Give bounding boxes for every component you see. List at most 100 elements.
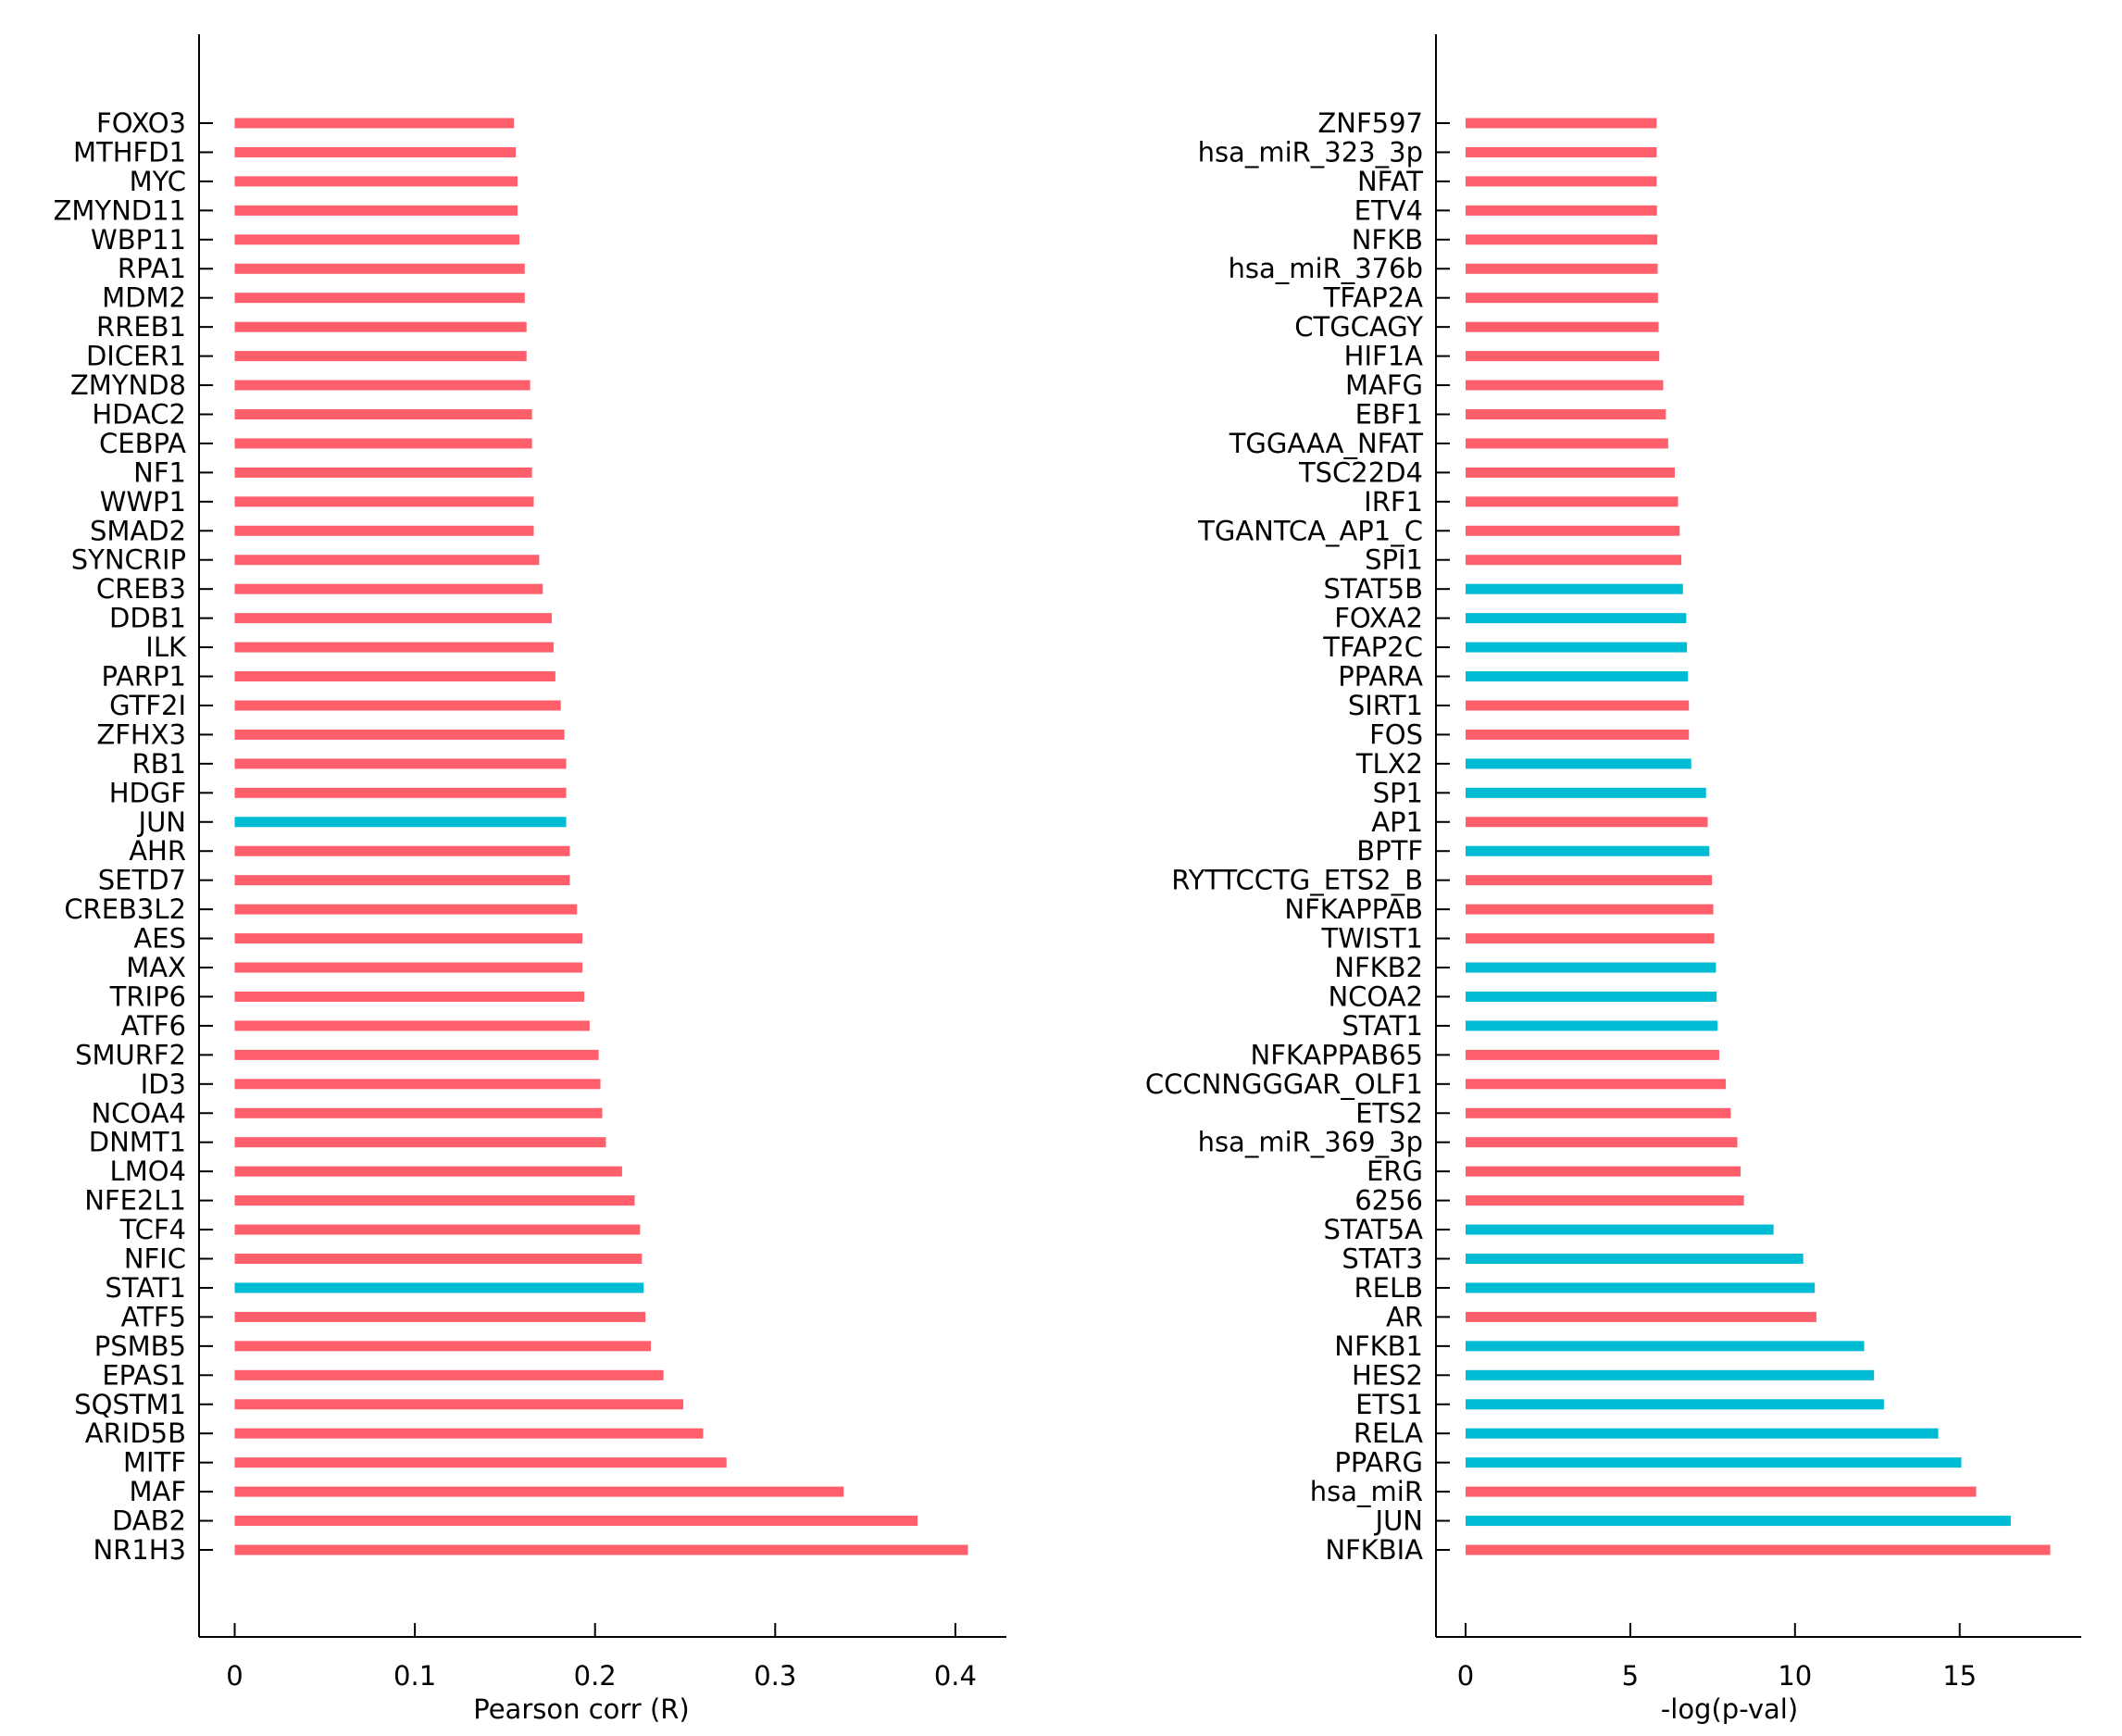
category-label: NFAT (1357, 166, 1423, 197)
bar (234, 1282, 644, 1293)
bar (234, 904, 578, 915)
category-label: STAT1 (105, 1272, 186, 1304)
x-ticks: 0 0.1 0.2 0.3 0.4 (226, 1623, 977, 1692)
bar (234, 817, 567, 828)
bar (234, 438, 532, 449)
bar (234, 583, 543, 594)
bar (234, 380, 530, 391)
category-label: TRIP6 (109, 980, 186, 1012)
bar (1466, 875, 1713, 886)
bar (1466, 321, 1659, 332)
category-label: MTHFD1 (73, 136, 186, 168)
category-label: FOXO3 (96, 107, 186, 139)
bar (1466, 1341, 1865, 1352)
bar (234, 1399, 684, 1410)
bar (234, 845, 570, 856)
category-label: HES2 (1352, 1359, 1423, 1391)
category-label: GTF2I (109, 690, 186, 721)
category-label: ATF5 (121, 1301, 186, 1332)
category-label: SMURF2 (75, 1039, 186, 1070)
panel-pearson-corr: FOXO3MTHFD1MYCZMYND11WBP11RPA1MDM2RREB1D… (53, 34, 1006, 1725)
category-label: CREB3 (96, 573, 186, 605)
category-label: TFAP2A (1323, 282, 1424, 314)
category-label: PSMB5 (94, 1330, 186, 1362)
x-axis-title: Pearson corr (R) (473, 1693, 689, 1725)
bar (1466, 555, 1682, 566)
category-label: NFKAPPAB65 (1251, 1039, 1423, 1070)
category-label: NCOA4 (91, 1097, 186, 1129)
category-label: ETS2 (1355, 1097, 1423, 1129)
bar (1466, 351, 1660, 362)
bar (234, 1311, 646, 1322)
category-label: CCCNNGGGAR_OLF1 (1145, 1068, 1423, 1100)
category-label: ZNF597 (1317, 107, 1423, 139)
x-tick-label: 0 (226, 1660, 243, 1692)
bar (1466, 904, 1714, 915)
x-tick-label: 0.3 (754, 1660, 796, 1692)
bar (1466, 1486, 1977, 1497)
category-label: MITF (123, 1447, 186, 1479)
bar (234, 729, 565, 740)
category-label: ATF6 (121, 1010, 186, 1042)
category-label: SETD7 (98, 865, 186, 896)
bar (234, 1457, 727, 1468)
bar (1466, 1049, 1719, 1060)
bar (1466, 496, 1679, 507)
category-label: RPA1 (118, 253, 186, 284)
category-label: IRF1 (1364, 486, 1423, 518)
category-label: STAT5B (1323, 573, 1423, 605)
category-label: AHR (129, 835, 186, 867)
category-label: CEBPA (99, 428, 186, 459)
category-label: TSC22D4 (1298, 456, 1423, 488)
bar (234, 1486, 844, 1497)
bar (234, 671, 555, 682)
category-label: hsa_miR_369_3p (1198, 1127, 1423, 1158)
bar (1466, 1282, 1816, 1293)
x-tick-label: 15 (1942, 1660, 1977, 1692)
category-label: RREB1 (96, 311, 186, 343)
bar (234, 758, 567, 769)
x-tick-label: 0.1 (393, 1660, 436, 1692)
bar (1466, 467, 1675, 478)
bar (1466, 613, 1687, 624)
category-label: NFKBIA (1325, 1534, 1423, 1566)
bar (234, 991, 585, 1002)
bar (234, 1195, 635, 1206)
bar (1466, 671, 1689, 682)
category-label: CREB3L2 (64, 893, 186, 925)
category-label: JUN (137, 806, 186, 838)
x-tick-label: 5 (1622, 1660, 1639, 1692)
category-label: NF1 (133, 456, 186, 488)
category-label: NR1H3 (93, 1534, 186, 1566)
bar (1466, 176, 1657, 187)
bar (234, 1369, 664, 1380)
category-label: NFKB1 (1334, 1330, 1423, 1362)
bar (234, 933, 583, 944)
bar (1466, 700, 1690, 711)
bar (1466, 1020, 1718, 1031)
category-label: PPARA (1338, 661, 1423, 693)
bar (234, 176, 518, 187)
bar (1466, 1107, 1731, 1118)
category-label: TCF4 (119, 1214, 186, 1245)
bar (234, 408, 532, 419)
bar (234, 205, 518, 216)
bar (1466, 758, 1691, 769)
bar (234, 555, 540, 566)
category-label: TFAP2C (1322, 631, 1423, 663)
x-tick-label: 0 (1457, 1660, 1474, 1692)
bar (1466, 118, 1657, 129)
panel-neg-log-pval: ZNF597hsa_miR_323_3pNFATETV4NFKBhsa_miR_… (1145, 34, 2081, 1725)
category-labels: ZNF597hsa_miR_323_3pNFATETV4NFKBhsa_miR_… (1145, 107, 1450, 1566)
bar (234, 613, 552, 624)
bar (234, 1107, 603, 1118)
bar (234, 787, 567, 798)
category-label: NFIC (124, 1243, 186, 1275)
category-label: MAF (129, 1476, 186, 1507)
bar (234, 496, 534, 507)
category-label: NCOA2 (1328, 980, 1423, 1012)
bar (234, 1254, 643, 1265)
bar (234, 1224, 641, 1235)
category-label: HIF1A (1344, 341, 1423, 372)
category-label: RELB (1354, 1272, 1423, 1304)
